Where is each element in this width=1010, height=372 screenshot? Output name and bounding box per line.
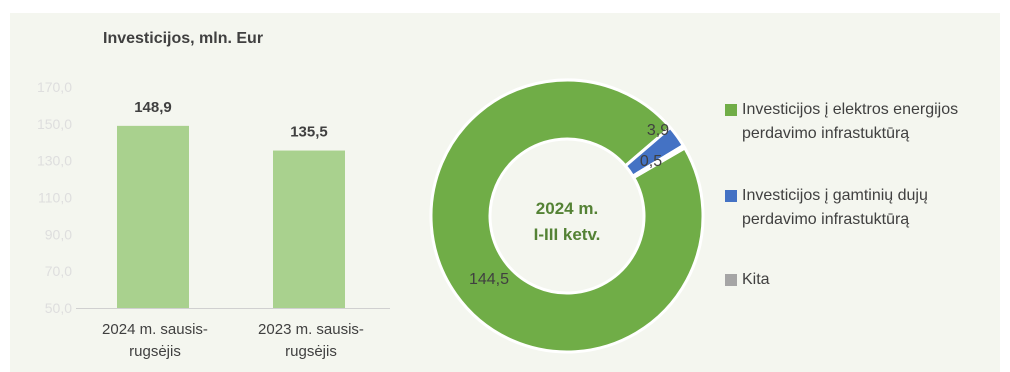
y-tick-label: 90,0 (45, 226, 72, 242)
donut-center-label: I-III ketv. (534, 225, 601, 244)
bar-value-label: 148,9 (134, 99, 172, 116)
y-tick-label: 130,0 (37, 153, 72, 169)
legend-label: Investicijos į gamtinių dujų (742, 187, 928, 204)
x-tick-label: rugsėjis (285, 343, 337, 360)
donut-center-label: 2024 m. (536, 199, 598, 218)
y-tick-label: 50,0 (45, 300, 72, 316)
legend-label: perdavimo infrastuktūrą (742, 125, 910, 142)
y-tick-label: 70,0 (45, 263, 72, 279)
x-tick-label: 2023 m. sausis- (258, 321, 364, 338)
donut-slice-other (631, 144, 687, 179)
legend-swatch (725, 274, 737, 286)
x-tick-label: 2024 m. sausis- (102, 321, 208, 338)
x-tick-label: rugsėjis (129, 343, 181, 360)
donut-slice-electricity (429, 78, 705, 354)
y-tick-label: 170,0 (37, 79, 72, 95)
legend-swatch (725, 104, 737, 116)
bar (117, 125, 189, 309)
bar-chart-title: Investicijos, mln. Eur (103, 30, 264, 47)
legend-label: Kita (742, 271, 770, 288)
legend-label: perdavimo infrastuktūrą (742, 211, 910, 228)
donut-data-label: 0,5 (640, 153, 662, 170)
bar (273, 150, 345, 308)
donut-data-label: 144,5 (469, 271, 509, 288)
y-tick-label: 150,0 (37, 116, 72, 132)
donut-data-label: 3,9 (647, 122, 669, 139)
legend-label: Investicijos į elektros energijos (742, 101, 959, 118)
bar-value-label: 135,5 (290, 124, 328, 141)
y-tick-label: 110,0 (38, 190, 72, 206)
legend-swatch (725, 190, 737, 202)
